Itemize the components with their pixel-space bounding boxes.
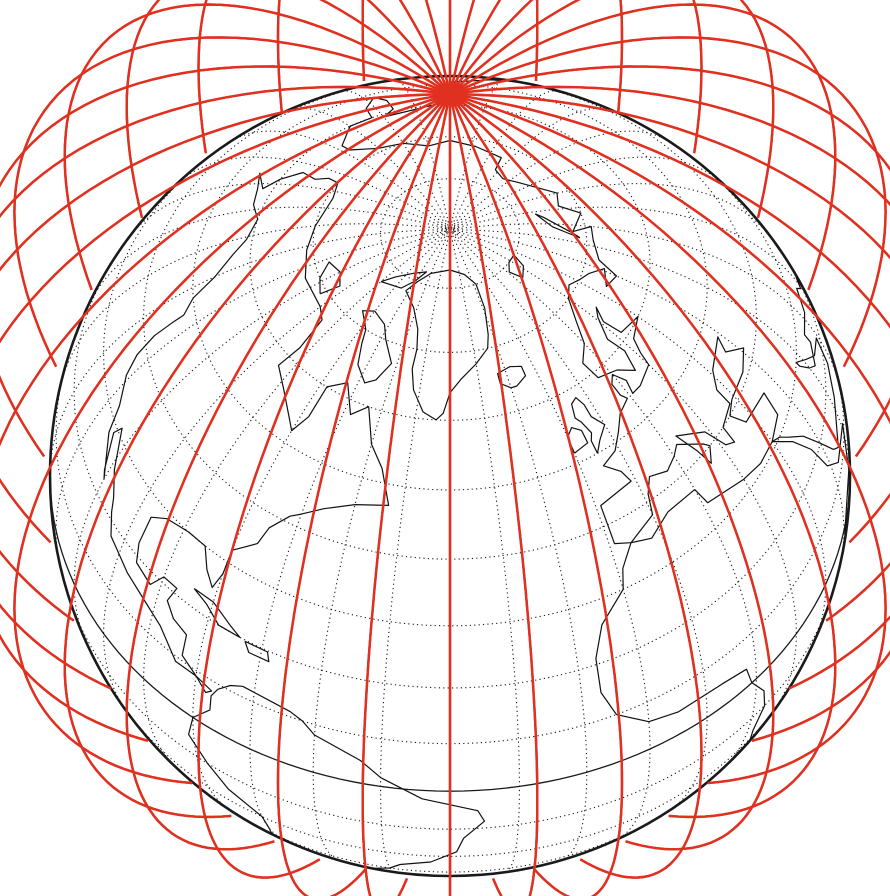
svalbard-coast	[508, 254, 524, 279]
parallel-line	[103, 156, 797, 627]
meridian-line	[449, 223, 841, 388]
orbit-track	[0, 85, 890, 690]
british-isles-coast	[571, 397, 606, 454]
meridian-line	[59, 223, 451, 388]
meridian-line	[449, 229, 827, 641]
meridian-line	[379, 229, 451, 873]
orbit-track	[361, 0, 539, 896]
orbit-track	[361, 0, 539, 896]
south-america-coast	[188, 684, 486, 869]
orbit-track	[276, 0, 624, 896]
orbit-track	[197, 0, 703, 879]
meridian-line	[88, 206, 451, 305]
eurasia-coast	[341, 79, 839, 545]
parallel-line	[312, 136, 588, 353]
north-america-coast	[103, 171, 390, 694]
meridian-line	[449, 229, 521, 873]
cuba-coast	[193, 588, 241, 638]
ellesmere-island-coast	[380, 271, 428, 289]
orbit-track	[276, 0, 624, 896]
meridian-line	[249, 229, 451, 841]
orbit-track	[63, 3, 837, 819]
coastlines	[103, 75, 850, 869]
orbit-track	[0, 93, 890, 622]
parallel-line	[67, 593, 833, 830]
meridian-line	[73, 229, 451, 641]
meridian-line	[143, 229, 451, 767]
orbit-track	[0, 65, 890, 742]
africa-coast	[595, 423, 850, 741]
parallel-line	[73, 261, 827, 689]
meridian-line	[449, 130, 669, 231]
meridian-line	[449, 229, 845, 557]
orbit-track	[125, 0, 775, 851]
meridian-line	[449, 229, 757, 767]
meridian-line	[55, 229, 451, 557]
orbit-track	[125, 0, 775, 851]
meridian-line	[449, 229, 651, 841]
meridian-line	[231, 130, 451, 231]
victoria-island-coast	[319, 261, 341, 295]
orbit-track	[63, 3, 837, 819]
orbit-track	[13, 36, 887, 785]
orbit-track	[13, 36, 887, 785]
orbit-track	[197, 0, 703, 879]
meridian-line	[449, 206, 812, 305]
hispaniola-coast	[244, 640, 270, 663]
orbit-track	[0, 85, 890, 690]
orbit-track	[0, 65, 890, 742]
